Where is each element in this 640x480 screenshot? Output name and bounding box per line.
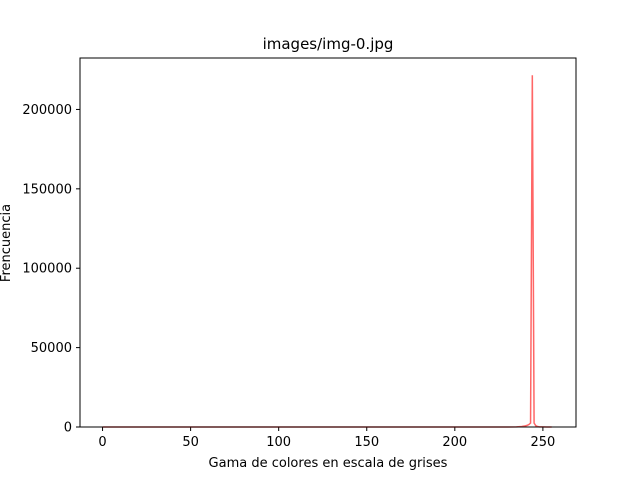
y-tick-label: 50000 [31,341,72,356]
x-tick-label: 250 [530,435,555,450]
y-axis-label: Frencuencia [0,204,14,282]
chart-title: images/img-0.jpg [263,35,394,53]
x-axis-label: Gama de colores en escala de grises [209,456,448,471]
y-tick-label: 100000 [22,262,72,277]
x-tick-label: 50 [182,435,199,450]
y-tick-label: 200000 [22,103,72,118]
x-tick-label: 0 [98,435,106,450]
y-axis-ticks: 0 50000 100000 150000 200000 [22,103,80,436]
histogram-series-line [102,75,552,428]
y-tick-label: 150000 [22,182,72,197]
axes-frame [79,57,577,428]
y-tick-label: 0 [64,421,72,436]
x-tick-label: 200 [442,435,467,450]
x-tick-label: 150 [354,435,379,450]
plot-area [102,75,552,428]
x-axis-ticks: 0 50 100 150 200 250 [98,427,555,450]
x-tick-label: 100 [266,435,291,450]
